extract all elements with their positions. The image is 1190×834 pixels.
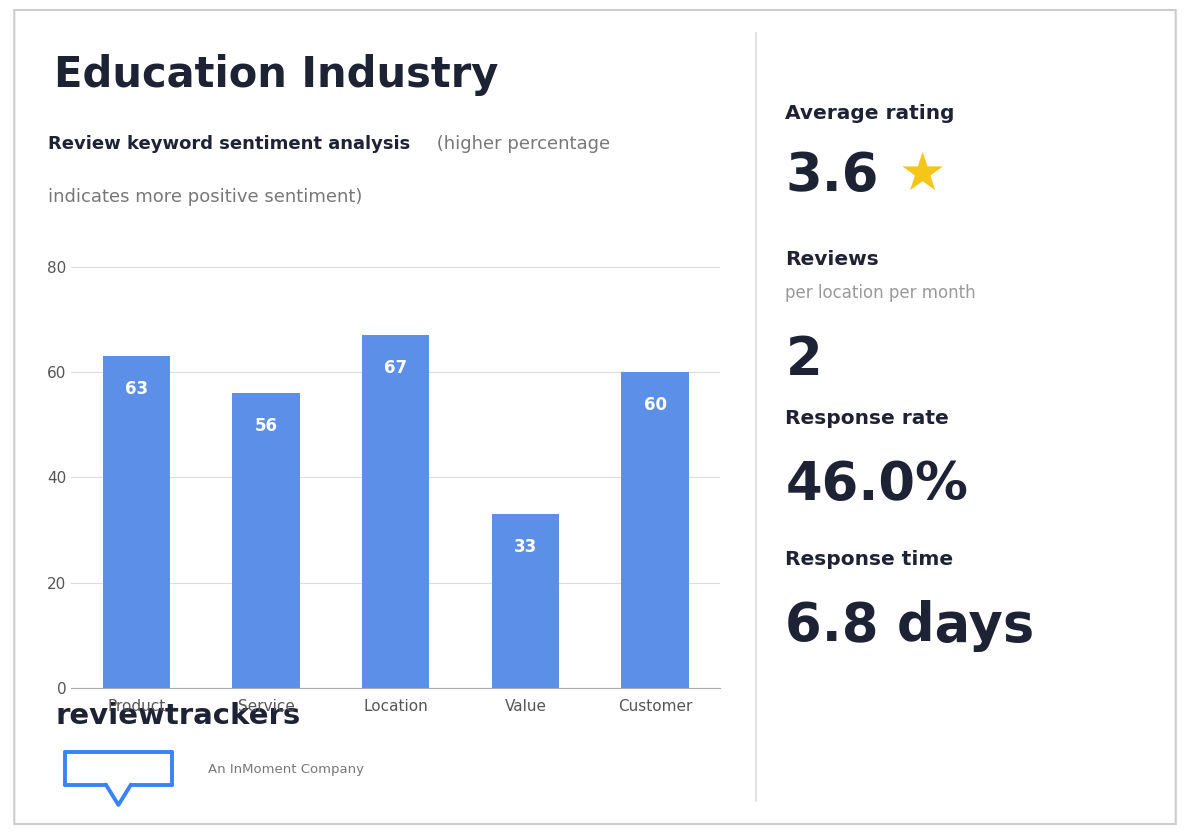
Text: Response rate: Response rate <box>785 409 950 428</box>
Text: Education Industry: Education Industry <box>54 54 497 96</box>
Bar <box>232 394 300 688</box>
Text: 2: 2 <box>785 334 822 385</box>
Text: Average rating: Average rating <box>785 104 954 123</box>
Bar <box>491 515 559 688</box>
Text: 46.0%: 46.0% <box>785 459 969 510</box>
Text: An InMoment Company: An InMoment Company <box>208 763 364 776</box>
Text: 67: 67 <box>384 359 407 377</box>
Text: 56: 56 <box>255 417 277 435</box>
Text: 6.8 days: 6.8 days <box>785 600 1034 652</box>
Bar <box>621 372 689 688</box>
Text: ★: ★ <box>898 148 946 200</box>
Text: 3.6: 3.6 <box>785 150 879 202</box>
Bar <box>362 335 430 688</box>
Text: Review keyword sentiment analysis: Review keyword sentiment analysis <box>48 135 409 153</box>
Text: 60: 60 <box>644 396 666 414</box>
Text: (higher percentage: (higher percentage <box>431 135 609 153</box>
FancyBboxPatch shape <box>14 10 1176 824</box>
Text: per location per month: per location per month <box>785 284 976 302</box>
Text: Reviews: Reviews <box>785 250 879 269</box>
Text: 33: 33 <box>514 538 537 556</box>
Text: indicates more positive sentiment): indicates more positive sentiment) <box>48 188 362 207</box>
Text: 63: 63 <box>125 380 148 398</box>
Bar <box>102 356 170 688</box>
Text: Response time: Response time <box>785 550 953 570</box>
Text: reviewtrackers: reviewtrackers <box>56 702 301 731</box>
